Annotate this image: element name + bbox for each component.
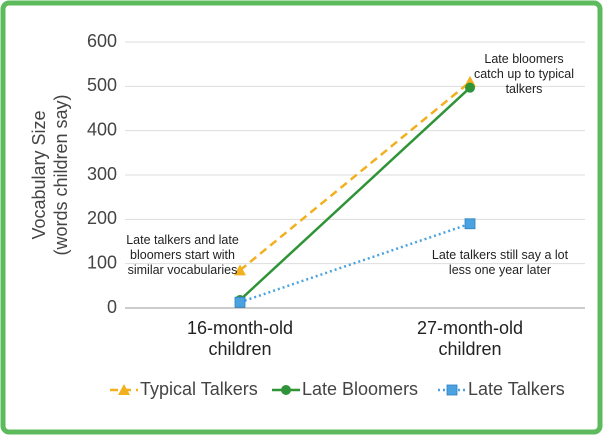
y-tick-label: 300 [87,164,117,184]
legend-marker [118,384,130,395]
legend-marker [446,384,458,396]
annotation: Late bloomers catch up to typical talker… [473,52,575,96]
annotation: Late talkers still say a lot less one ye… [431,248,569,277]
series-line [239,80,471,272]
legend-label: Late Bloomers [302,379,418,399]
y-tick-label: 200 [87,208,117,228]
data-point [234,264,246,276]
series-line [239,222,471,304]
y-tick-label: 500 [87,75,117,95]
legend-marker [281,385,291,395]
annotation: Late talkers and late bloomers start wit… [126,233,239,277]
y-tick-label: 400 [87,119,117,139]
y-tick-label: 600 [87,31,117,51]
data-point [465,82,475,93]
y-axis-label: Vocabulary Size [29,110,49,239]
x-tick-label: 16-month-old children [186,318,294,359]
legend-label: Typical Talkers [140,379,258,399]
y-tick-label: 0 [107,297,117,317]
y-axis-label: (words children say) [51,94,71,255]
legend-label: Late Talkers [468,379,565,399]
x-tick-label: 27-month-old children [416,318,524,359]
data-point [464,218,476,230]
data-point [234,296,246,308]
y-tick-label: 100 [87,252,117,272]
series-line [239,86,471,301]
